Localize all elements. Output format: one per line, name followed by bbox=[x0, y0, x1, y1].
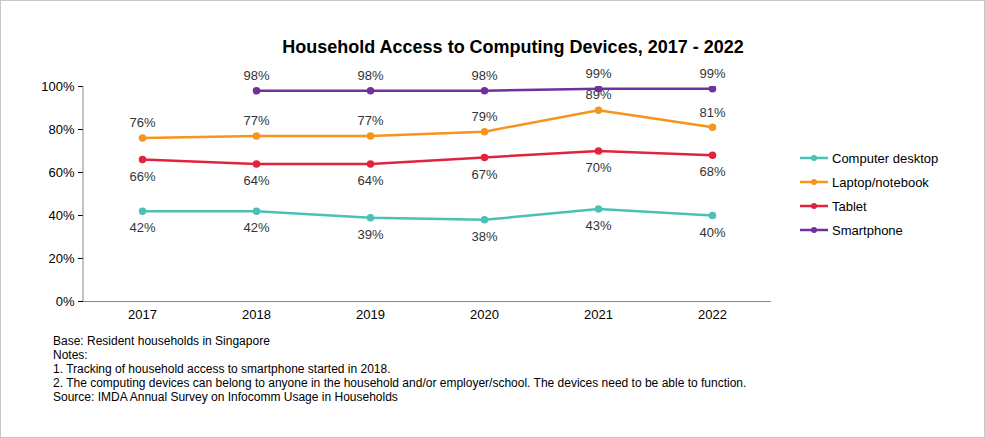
html-text:Computer desktop: Computer desktop bbox=[832, 150, 939, 166]
html-text:Laptop/notebook: Laptop/notebook bbox=[832, 174, 929, 190]
svg-text:80%: 80% bbox=[48, 122, 74, 137]
svg-text:81%: 81% bbox=[699, 105, 725, 120]
svg-text:98%: 98% bbox=[471, 68, 497, 83]
svg-text:77%: 77% bbox=[243, 113, 269, 128]
html-text:Tablet: Tablet bbox=[832, 198, 867, 214]
svg-text:64%: 64% bbox=[357, 173, 383, 188]
svg-text:39%: 39% bbox=[357, 227, 383, 242]
svg-text:38%: 38% bbox=[471, 229, 497, 244]
svg-text:67%: 67% bbox=[471, 167, 497, 182]
svg-text:70%: 70% bbox=[585, 160, 611, 175]
svg-text:60%: 60% bbox=[48, 165, 74, 180]
html-text:Source: IMDA Annual Survey on: Source: IMDA Annual Survey on Infocomm U… bbox=[53, 390, 398, 404]
svg-text:2018: 2018 bbox=[242, 307, 271, 322]
svg-text:99%: 99% bbox=[585, 66, 611, 81]
svg-text:99%: 99% bbox=[699, 66, 725, 81]
svg-text:76%: 76% bbox=[129, 115, 155, 130]
svg-text:2020: 2020 bbox=[470, 307, 499, 322]
svg-text:2019: 2019 bbox=[356, 307, 385, 322]
html-text:Household Access to Computing: Household Access to Computing Devices, 2… bbox=[282, 37, 744, 57]
html-text:1. Tracking of household acces: 1. Tracking of household access to smart… bbox=[53, 362, 391, 376]
svg-text:89%: 89% bbox=[585, 87, 612, 103]
svg-text:2021: 2021 bbox=[584, 307, 613, 322]
svg-text:42%: 42% bbox=[243, 220, 269, 235]
html-text:Smartphone: Smartphone bbox=[832, 222, 903, 238]
svg-text:98%: 98% bbox=[357, 68, 383, 83]
svg-text:77%: 77% bbox=[357, 113, 383, 128]
svg-text:0%: 0% bbox=[56, 294, 75, 309]
svg-text:66%: 66% bbox=[129, 169, 155, 184]
svg-text:98%: 98% bbox=[243, 68, 269, 83]
html-text:Notes:: Notes: bbox=[53, 348, 88, 362]
html-text:Base: Resident households in S: Base: Resident households in Singapore bbox=[53, 334, 270, 348]
svg-text:64%: 64% bbox=[243, 173, 269, 188]
svg-text:100%: 100% bbox=[41, 79, 75, 94]
svg-text:43%: 43% bbox=[585, 218, 611, 233]
svg-text:2022: 2022 bbox=[698, 307, 727, 322]
svg-text:42%: 42% bbox=[129, 220, 155, 235]
html-text:2. The computing devices can b: 2. The computing devices can belong to a… bbox=[53, 376, 747, 390]
svg-text:68%: 68% bbox=[699, 164, 725, 179]
svg-text:40%: 40% bbox=[699, 225, 725, 240]
svg-text:20%: 20% bbox=[48, 251, 74, 266]
svg-text:79%: 79% bbox=[471, 109, 497, 124]
svg-text:2017: 2017 bbox=[128, 307, 157, 322]
svg-text:40%: 40% bbox=[48, 208, 74, 223]
